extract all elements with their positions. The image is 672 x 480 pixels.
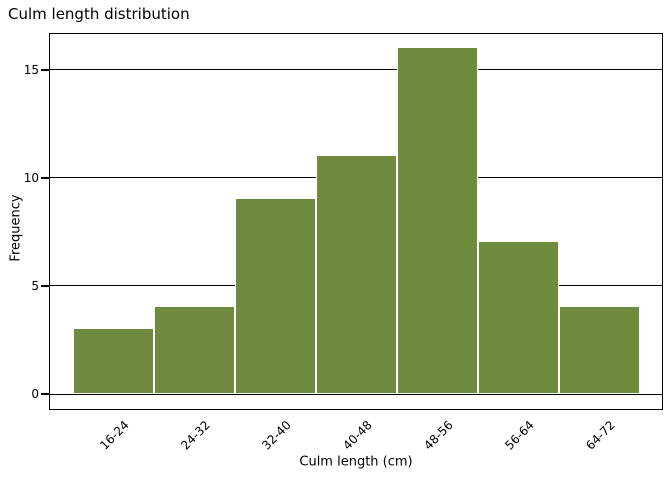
y-tick-mark (41, 69, 49, 71)
x-tick-label: 56-64 (502, 418, 537, 453)
x-tick-label: 16-24 (97, 418, 132, 453)
histogram-bar (559, 307, 640, 394)
y-tick-label: 10 (23, 171, 39, 185)
y-tick-label: 5 (31, 279, 39, 293)
plot-area (49, 33, 663, 410)
y-axis-label: Frequency (8, 194, 24, 262)
chart-title: Culm length distribution (8, 5, 190, 23)
histogram-bar (154, 307, 235, 394)
histogram-bar (478, 242, 559, 394)
x-tick-label: 24-32 (178, 418, 213, 453)
histogram-bar (397, 47, 478, 394)
x-tick-label: 48-56 (421, 418, 456, 453)
x-tick-label: 40-48 (340, 418, 375, 453)
x-axis-label: Culm length (cm) (299, 454, 413, 470)
y-tick-label: 0 (31, 387, 39, 401)
gridline-y-0 (50, 393, 662, 395)
y-tick-label: 15 (23, 63, 39, 77)
y-tick-mark (41, 285, 49, 287)
x-tick-label: 32-40 (259, 418, 294, 453)
gridline-y-15 (50, 68, 662, 71)
y-tick-mark (41, 393, 49, 395)
histogram-bar (73, 328, 154, 394)
x-tick-label: 64-72 (583, 418, 618, 453)
y-tick-mark (41, 177, 49, 179)
histogram-bar (316, 155, 397, 394)
histogram-bar (235, 199, 316, 394)
